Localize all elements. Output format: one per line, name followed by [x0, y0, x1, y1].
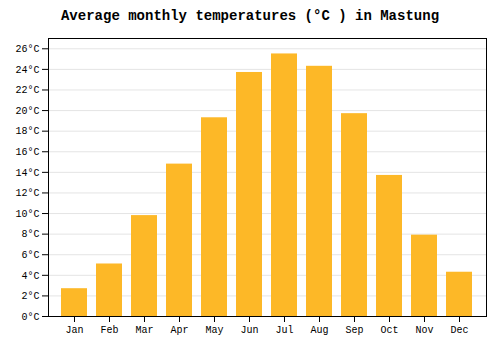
- svg-text:Jun: Jun: [240, 325, 258, 336]
- svg-text:14°C: 14°C: [15, 168, 39, 179]
- svg-text:Sep: Sep: [345, 325, 363, 336]
- svg-text:Apr: Apr: [170, 325, 188, 336]
- svg-text:22°C: 22°C: [15, 85, 39, 96]
- svg-text:24°C: 24°C: [15, 65, 39, 76]
- svg-text:0°C: 0°C: [21, 312, 39, 323]
- svg-text:8°C: 8°C: [21, 229, 39, 240]
- svg-text:May: May: [205, 325, 223, 336]
- svg-text:Nov: Nov: [415, 325, 433, 336]
- html-text:Average monthly temperatures (: Average monthly temperatures (°C ) in Ma…: [61, 8, 439, 24]
- svg-text:Oct: Oct: [380, 325, 398, 336]
- svg-text:Aug: Aug: [310, 325, 328, 336]
- svg-text:4°C: 4°C: [21, 271, 39, 282]
- svg-text:Jul: Jul: [275, 325, 293, 336]
- svg-text:Mar: Mar: [135, 325, 153, 336]
- svg-text:Jan: Jan: [65, 325, 83, 336]
- svg-text:Dec: Dec: [450, 325, 468, 336]
- svg-text:12°C: 12°C: [15, 188, 39, 199]
- svg-text:18°C: 18°C: [15, 126, 39, 137]
- svg-text:16°C: 16°C: [15, 147, 39, 158]
- svg-text:6°C: 6°C: [21, 250, 39, 261]
- svg-text:26°C: 26°C: [15, 44, 39, 55]
- svg-text:Feb: Feb: [100, 325, 118, 336]
- svg-text:10°C: 10°C: [15, 209, 39, 220]
- svg-text:20°C: 20°C: [15, 106, 39, 117]
- svg-text:2°C: 2°C: [21, 291, 39, 302]
